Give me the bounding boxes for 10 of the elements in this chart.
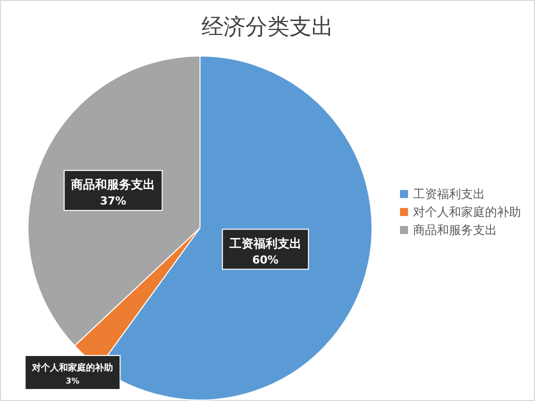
data-label: 37%	[100, 194, 126, 208]
data-label: 60%	[252, 253, 279, 266]
legend-label: 对个人和家庭的补助	[413, 205, 521, 219]
slice-label: 商品和服务支出	[70, 177, 156, 192]
legend-label: 商品和服务支出	[413, 223, 497, 237]
legend-label: 工资福利支出	[413, 187, 485, 201]
slice-label: 工资福利支出	[228, 236, 302, 250]
slice-label: 对个人和家庭的补助	[31, 362, 114, 374]
chart-title: 经济分类支出	[202, 15, 334, 40]
data-label: 3%	[66, 376, 80, 386]
